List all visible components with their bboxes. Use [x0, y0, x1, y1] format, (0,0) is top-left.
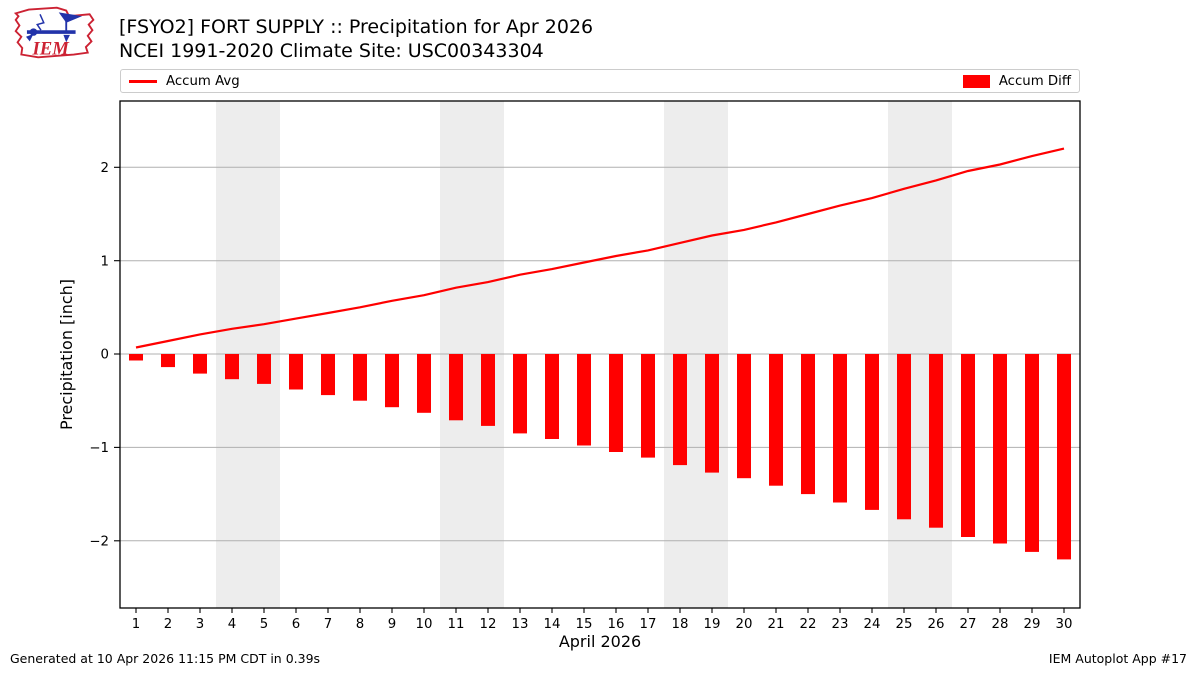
x-axis-label: April 2026: [559, 632, 641, 651]
x-tick-label: 7: [324, 617, 332, 632]
accum-diff-bar: [993, 354, 1007, 544]
x-tick-label: 26: [928, 617, 945, 632]
accum-diff-bar: [385, 354, 399, 408]
y-tick-label: 2: [101, 161, 109, 176]
x-tick-label: 21: [768, 617, 785, 632]
x-tick-label: 20: [736, 617, 753, 632]
chart-legend: Accum Avg Accum Diff: [120, 69, 1080, 93]
y-tick-label: −2: [89, 535, 109, 550]
accum-diff-bar: [481, 354, 495, 426]
accum-diff-bar: [193, 354, 207, 374]
x-tick-label: 23: [832, 617, 849, 632]
x-tick-label: 25: [896, 617, 913, 632]
x-tick-label: 30: [1056, 617, 1073, 632]
accum-diff-bar: [641, 354, 655, 458]
accum-diff-bar: [161, 354, 175, 368]
accum-avg-line-swatch-icon: [129, 79, 157, 83]
accum-diff-bar: [1057, 354, 1071, 560]
x-tick-label: 28: [992, 617, 1009, 632]
x-tick-label: 22: [800, 617, 817, 632]
accum-diff-bar: [705, 354, 719, 473]
accum-diff-bar: [897, 354, 911, 520]
accum-diff-bar: [769, 354, 783, 486]
x-tick-label: 6: [292, 617, 300, 632]
accum-diff-bar: [225, 354, 239, 380]
accum-diff-bar: [577, 354, 591, 446]
accum-avg-legend-label: Accum Avg: [166, 73, 240, 89]
accum-diff-legend-label: Accum Diff: [998, 73, 1071, 89]
accum-diff-bar: [737, 354, 751, 479]
accum-diff-bar-swatch-icon: [962, 74, 990, 88]
x-tick-label: 15: [576, 617, 593, 632]
y-tick-label: −1: [89, 441, 109, 456]
x-tick-label: 19: [704, 617, 721, 632]
accum-diff-bar: [129, 354, 143, 361]
page-title: [FSYO2] FORT SUPPLY :: Precipitation for…: [119, 16, 594, 38]
accum-diff-bar: [801, 354, 815, 495]
x-tick-label: 13: [512, 617, 529, 632]
accum-diff-bar: [513, 354, 527, 434]
accum-diff-bar: [449, 354, 463, 421]
accum-diff-bar: [961, 354, 975, 537]
x-tick-label: 14: [544, 617, 561, 632]
x-tick-label: 18: [672, 617, 689, 632]
page-subtitle: NCEI 1991-2020 Climate Site: USC00343304: [119, 40, 544, 62]
x-tick-label: 3: [196, 617, 204, 632]
accum-diff-bar: [833, 354, 847, 503]
iem-logo-text: IEM: [32, 39, 71, 60]
accum-diff-bar: [321, 354, 335, 396]
accum-diff-bar: [289, 354, 303, 390]
accum-diff-bar: [257, 354, 271, 384]
accum-diff-bar: [353, 354, 367, 401]
accum-diff-bar: [1025, 354, 1039, 552]
x-tick-label: 12: [480, 617, 497, 632]
legend-item-accum-diff: Accum Diff: [962, 73, 1071, 89]
iem-logo: IEM: [13, 6, 95, 60]
x-tick-label: 9: [388, 617, 396, 632]
accum-diff-bar: [545, 354, 559, 439]
y-axis-label: Precipitation [inch]: [57, 279, 76, 430]
x-tick-label: 11: [448, 617, 465, 632]
x-tick-label: 2: [164, 617, 172, 632]
x-tick-label: 8: [356, 617, 364, 632]
x-tick-label: 29: [1024, 617, 1041, 632]
accum-diff-bar: [865, 354, 879, 510]
app-attribution: IEM Autoplot App #17: [1048, 651, 1187, 666]
x-tick-label: 24: [864, 617, 881, 632]
accum-diff-bar: [609, 354, 623, 452]
generated-timestamp: Generated at 10 Apr 2026 11:15 PM CDT in…: [10, 651, 321, 666]
accum-diff-bar: [929, 354, 943, 528]
y-tick-label: 0: [101, 348, 109, 363]
weather-vane-icon: [26, 12, 83, 43]
x-tick-label: 4: [228, 617, 236, 632]
x-tick-label: 10: [416, 617, 433, 632]
x-tick-label: 1: [132, 617, 140, 632]
accum-avg-line: [135, 147, 1065, 349]
x-tick-label: 5: [260, 617, 268, 632]
x-tick-label: 17: [640, 617, 657, 632]
x-tick-label: 16: [608, 617, 625, 632]
legend-item-accum-avg: Accum Avg: [129, 74, 240, 89]
x-tick-label: 27: [960, 617, 977, 632]
accum-diff-bar: [417, 354, 431, 413]
y-tick-label: 1: [101, 254, 109, 269]
accum-diff-bar: [673, 354, 687, 466]
title-block: [FSYO2] FORT SUPPLY :: Precipitation for…: [119, 15, 593, 63]
